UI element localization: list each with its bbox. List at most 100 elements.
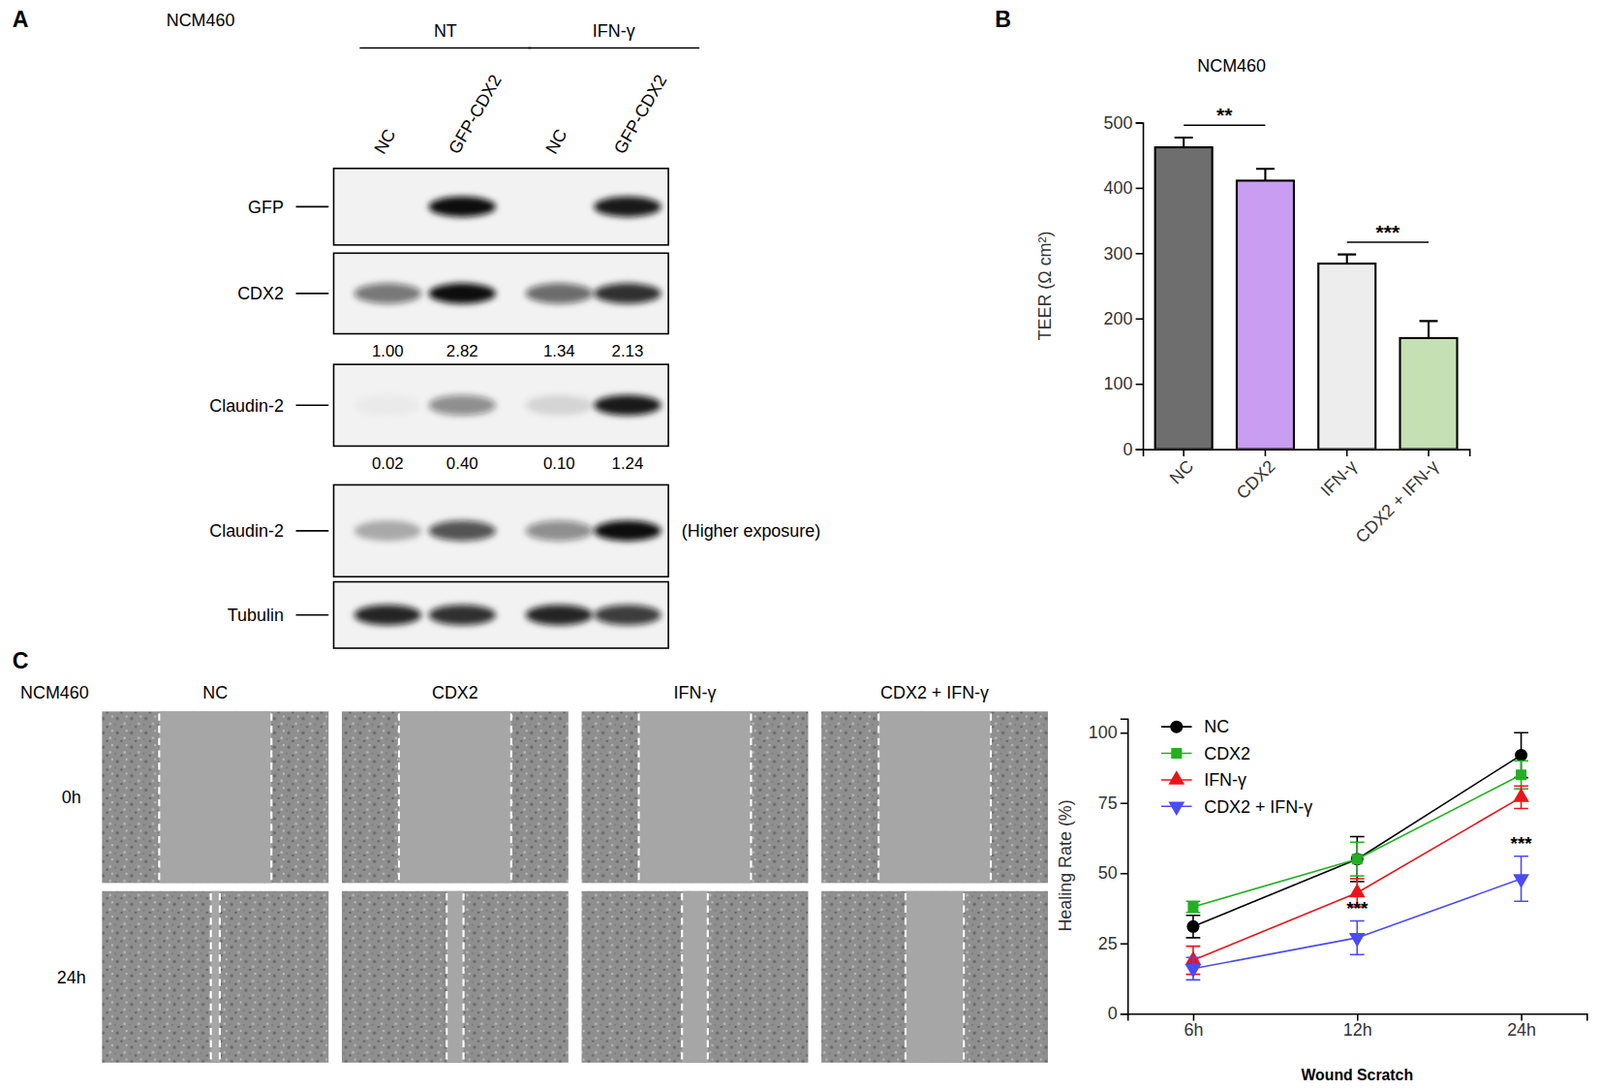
micrograph (341, 710, 569, 883)
micrograph (341, 891, 569, 1063)
marker (1186, 920, 1200, 933)
error-bar (1513, 760, 1529, 789)
tick-mark (1120, 872, 1128, 875)
column-label: CDX2 (431, 682, 479, 703)
tick: 100 (1104, 373, 1143, 394)
panel-letter: C (12, 647, 30, 674)
significance-label: *** (1510, 832, 1534, 854)
tick-label: 100 (1088, 722, 1118, 742)
micrograph (582, 710, 809, 883)
band (525, 604, 594, 625)
wound-gap (446, 891, 463, 1063)
band-quant: 0.40 (446, 454, 479, 473)
legend-label: NC (1203, 716, 1230, 737)
row-label: GFP (247, 197, 284, 217)
tick-label: CDX2 (1232, 456, 1280, 503)
legend: NCCDX2IFN-γCDX2 + IFN-γ (1161, 716, 1313, 816)
tick-mark (1120, 1013, 1128, 1016)
wound-edge (637, 712, 640, 881)
significance-label: *** (1376, 220, 1401, 244)
legend-label: CDX2 + IFN-γ (1203, 797, 1313, 817)
wound-edge (445, 892, 448, 1061)
band (354, 196, 423, 217)
axis-line (1143, 449, 1471, 457)
row-tick (296, 292, 330, 295)
wound-edge (680, 892, 683, 1061)
wound-edge (157, 712, 160, 881)
tick-label: 0 (1107, 1003, 1118, 1023)
tick-label: CDX2 + IFN-γ (1352, 456, 1443, 547)
tick-mark (1136, 383, 1143, 386)
wound-edge (210, 892, 213, 1061)
tick: 400 (1104, 178, 1143, 198)
band-quant: 2.13 (612, 341, 645, 361)
series-line (1193, 797, 1522, 960)
micrograph (821, 891, 1048, 1063)
error-cap (1186, 945, 1201, 948)
tick: 0 (1107, 1003, 1129, 1023)
error-cap (1350, 920, 1365, 923)
legend-marker (1168, 769, 1185, 785)
band (429, 196, 497, 217)
error-bar (1350, 841, 1365, 876)
x-axis: NC CDX2 IFN-γCDX2 + IFN-γ (1143, 449, 1471, 548)
error-cap (1513, 899, 1529, 902)
marker (1512, 787, 1530, 802)
row-label: Claudin-2 (209, 521, 284, 541)
row-label: CDX2 (237, 283, 284, 304)
band (429, 604, 497, 625)
error-cap (1186, 979, 1201, 982)
error-cap (1419, 319, 1439, 322)
band (593, 395, 662, 416)
tick-mark (1136, 448, 1143, 451)
error-cap (1513, 807, 1529, 810)
column-label: NC (202, 682, 228, 703)
error-cap (1186, 955, 1201, 958)
wound-gap (905, 891, 964, 1063)
tick: CDX2 + IFN-γ (1352, 449, 1443, 548)
bar (1318, 263, 1376, 449)
cell-line: NCM460 (166, 10, 236, 31)
tick-label: 400 (1104, 178, 1134, 198)
wound-edge (877, 712, 880, 881)
marker (1515, 769, 1527, 780)
tick-label: 24h (1507, 1019, 1537, 1040)
tick-label: 75 (1098, 793, 1118, 813)
legend-marker (1169, 720, 1183, 734)
tick-mark (1120, 942, 1128, 945)
wound-edge (989, 712, 992, 881)
tick-mark (1136, 317, 1143, 320)
row-tick (296, 529, 330, 532)
tick-mark (1427, 449, 1430, 457)
marker (1349, 883, 1366, 898)
bar (1400, 338, 1458, 450)
axis-title: Wound Scratch (1300, 1066, 1414, 1083)
band (525, 282, 594, 304)
band-quant: 0.02 (371, 454, 404, 473)
y-axis: 0100200300400500 (1104, 113, 1144, 460)
cell-line: NCM460 (20, 682, 90, 703)
tick-label: 25 (1098, 933, 1118, 954)
row-label: 24h (57, 967, 87, 987)
error-cap (1513, 785, 1529, 788)
error-bar (1350, 836, 1365, 882)
micrograph (101, 710, 329, 883)
error-bar (1419, 320, 1439, 339)
lane-label: GFP-CDX2 (444, 71, 506, 157)
plot-area (1185, 732, 1530, 980)
row-note: (Higher exposure) (681, 521, 821, 541)
marker (1512, 873, 1530, 889)
tick-label: 12h (1343, 1019, 1373, 1040)
figure: ANCM460NTNCGFP-CDX2IFN-γNCGFP-CDX2GFPCDX… (0, 0, 1600, 1089)
marker (1514, 748, 1528, 762)
tick-label: IFN-γ (1317, 456, 1361, 500)
tick-mark (1182, 449, 1185, 457)
tick-label: NC (1166, 456, 1198, 488)
wound-gap (681, 891, 708, 1063)
group-label: NT (433, 21, 458, 41)
row-label: Tubulin (227, 605, 284, 625)
band (429, 282, 497, 304)
tick-mark (1120, 801, 1128, 804)
error-cap (1350, 841, 1365, 844)
axis-title: Healing Rate (%) (1055, 799, 1076, 931)
